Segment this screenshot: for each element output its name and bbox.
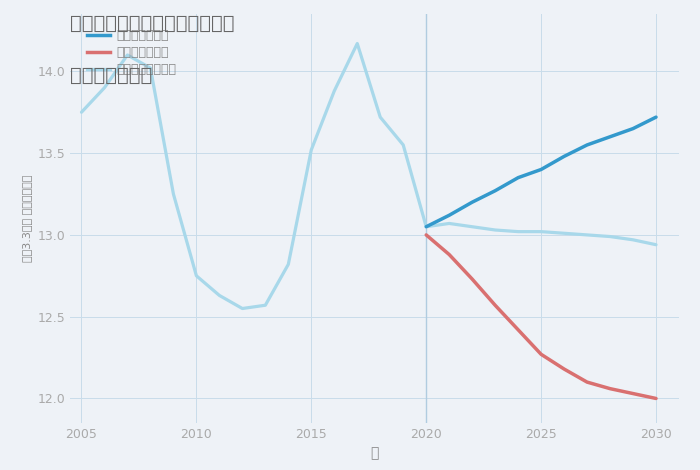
X-axis label: 年: 年 <box>370 446 379 461</box>
Y-axis label: 坪（3.3㎡） 単価（万円）: 坪（3.3㎡） 単価（万円） <box>22 175 32 262</box>
Text: 土地の価格推移: 土地の価格推移 <box>70 66 153 85</box>
Legend: グッドシナリオ, バッドシナリオ, ノーマルシナリオ: グッドシナリオ, バッドシナリオ, ノーマルシナリオ <box>83 24 181 81</box>
Text: 三重県津市一志町みのりヶ丘の: 三重県津市一志町みのりヶ丘の <box>70 14 234 33</box>
